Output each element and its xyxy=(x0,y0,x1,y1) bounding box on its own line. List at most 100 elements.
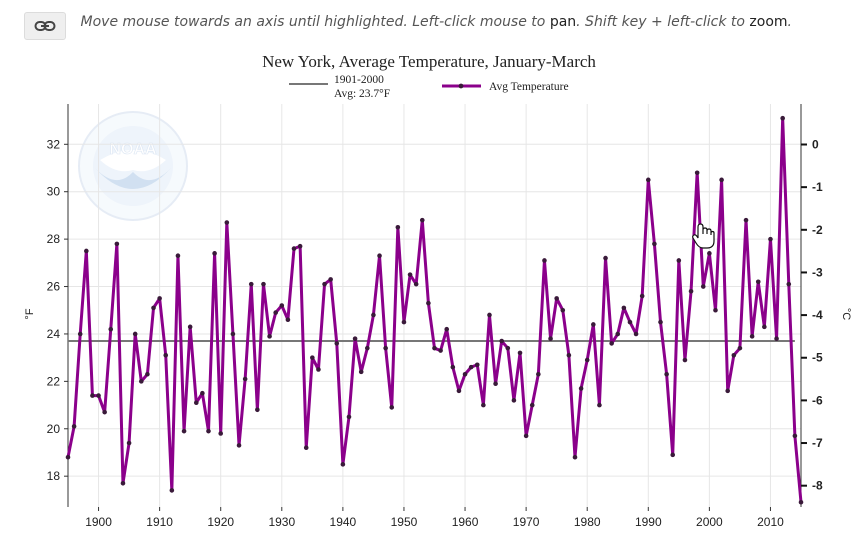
data-point xyxy=(578,386,584,391)
data-point xyxy=(456,388,462,394)
y-tick-label: 26 xyxy=(47,280,61,294)
legend-series-marker xyxy=(458,83,464,89)
data-point xyxy=(517,350,523,356)
data-point xyxy=(499,338,504,344)
legend-baseline-label-1: 1901-2000 xyxy=(334,74,384,86)
data-point xyxy=(731,352,737,358)
data-point xyxy=(334,341,340,346)
data-point xyxy=(737,345,743,351)
data-point xyxy=(132,331,138,337)
chart-title: New York, Average Temperature, January-M… xyxy=(262,52,596,71)
legend-baseline-label-2: Avg: 23.7°F xyxy=(334,88,390,100)
y2-tick-label: -6 xyxy=(812,393,823,407)
series-layer xyxy=(65,115,804,505)
link-button[interactable] xyxy=(24,12,66,40)
y-tick-label: 30 xyxy=(47,185,61,199)
data-point xyxy=(523,433,529,439)
y2-tick-label: -4 xyxy=(812,308,823,322)
data-point xyxy=(548,336,553,341)
data-point xyxy=(310,355,315,360)
data-point xyxy=(346,414,352,420)
data-point xyxy=(193,400,199,405)
data-point xyxy=(749,334,755,339)
data-point xyxy=(438,348,443,353)
x-tick-label: 2010 xyxy=(757,515,784,529)
data-point xyxy=(554,296,559,301)
data-point xyxy=(792,433,798,439)
data-point xyxy=(139,379,144,384)
y2-tick-label: -3 xyxy=(812,265,823,279)
data-point xyxy=(84,248,89,254)
y-tick-label: 24 xyxy=(47,327,61,341)
y2-tick-label: -8 xyxy=(812,479,823,493)
legend: 1901-2000 Avg: 23.7°F Avg Temperature xyxy=(289,74,569,100)
data-point xyxy=(633,331,639,337)
data-point xyxy=(395,224,401,230)
data-point xyxy=(658,319,663,325)
data-point xyxy=(505,345,511,351)
data-point xyxy=(157,296,162,301)
link-icon xyxy=(34,21,56,31)
data-point xyxy=(145,371,150,377)
hint-text-2: . Shift key + left-click to xyxy=(576,14,750,30)
data-point xyxy=(108,326,114,332)
hint-pan: pan xyxy=(549,14,577,30)
data-point xyxy=(316,367,321,372)
hint-text-3: . xyxy=(787,14,792,30)
data-point xyxy=(102,409,107,415)
data-point xyxy=(218,431,224,436)
x-tick-label: 2000 xyxy=(696,515,723,529)
data-point xyxy=(566,352,572,358)
data-point xyxy=(493,381,498,387)
noaa-logo: NOAA xyxy=(78,111,188,221)
data-point xyxy=(432,345,437,351)
data-point xyxy=(187,324,193,330)
data-point xyxy=(236,443,242,448)
x-tick-label: 1940 xyxy=(330,515,357,529)
data-point xyxy=(426,300,431,306)
data-point xyxy=(96,393,101,398)
data-point xyxy=(664,371,669,377)
data-point xyxy=(768,236,773,242)
data-point xyxy=(462,371,468,377)
data-point xyxy=(444,326,450,332)
y2-tick-label: -5 xyxy=(812,351,823,365)
y-tick-label: 18 xyxy=(47,469,61,483)
x-tick-label: 1970 xyxy=(513,515,540,529)
data-point xyxy=(248,281,254,287)
data-point xyxy=(230,331,236,337)
data-point xyxy=(798,499,804,505)
data-point xyxy=(242,376,248,382)
y2-axis-label: °C xyxy=(840,308,852,320)
data-point xyxy=(676,258,682,263)
data-point xyxy=(560,307,566,313)
hint-text-1: Move mouse towards an axis until highlig… xyxy=(80,14,550,30)
data-point xyxy=(163,352,169,358)
data-point xyxy=(707,251,712,256)
data-point xyxy=(652,241,657,247)
y-tick-label: 20 xyxy=(47,422,61,436)
data-point xyxy=(719,177,724,183)
data-point xyxy=(65,454,71,460)
x-tick-label: 1900 xyxy=(85,515,112,529)
data-point xyxy=(713,307,718,313)
data-point xyxy=(468,364,474,370)
x-tick-label: 1960 xyxy=(452,515,479,529)
y-tick-label: 28 xyxy=(47,232,61,246)
data-point xyxy=(206,428,211,434)
data-point xyxy=(597,402,602,408)
x-tick-label: 1930 xyxy=(268,515,295,529)
data-point xyxy=(688,288,694,294)
data-point xyxy=(303,445,309,451)
data-point xyxy=(419,217,425,223)
data-point xyxy=(291,246,297,251)
data-point xyxy=(401,319,407,325)
data-point xyxy=(481,402,486,408)
y2-tick-label: 0 xyxy=(812,138,819,152)
data-point xyxy=(322,281,327,287)
data-point xyxy=(603,255,608,261)
axes[interactable]: 18 20 22 24 26 28 30 32 0 -1 -2 -3 -4 -5 -6 -7 -8 1900 191… xyxy=(47,104,823,529)
y2-tick-label: -1 xyxy=(812,180,823,194)
data-point xyxy=(615,331,621,337)
